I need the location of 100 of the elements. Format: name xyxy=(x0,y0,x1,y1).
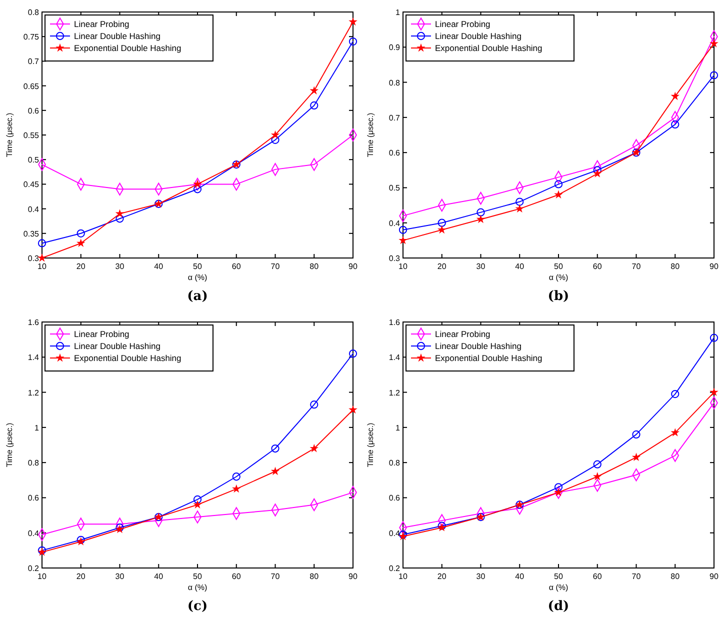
text: (d) xyxy=(548,599,570,614)
point xyxy=(310,400,318,409)
point xyxy=(400,236,406,244)
point xyxy=(672,92,678,100)
x-tick-label: 90 xyxy=(710,262,719,271)
x-tick-label: 20 xyxy=(437,262,447,271)
x-tick-label: 60 xyxy=(232,262,242,271)
x-tick-label: 90 xyxy=(348,572,358,581)
point xyxy=(516,198,524,206)
point xyxy=(78,538,84,545)
x-tick-label: 40 xyxy=(515,262,525,271)
x-tick-label: 60 xyxy=(592,572,602,581)
y-tick-label: 0.5 xyxy=(28,156,40,165)
legend-label: Linear Double Hashing xyxy=(74,31,161,41)
x-tick-label: 50 xyxy=(193,572,202,581)
x-tick-label: 70 xyxy=(270,572,280,581)
legend-label: Linear Probing xyxy=(74,329,130,339)
x-tick-label: 70 xyxy=(632,262,642,271)
x-tick-label: 60 xyxy=(232,572,242,581)
y-tick-label: 0.6 xyxy=(388,148,401,158)
point xyxy=(310,87,318,94)
x-tick-label: 60 xyxy=(592,262,602,271)
x-tick-label: 70 xyxy=(270,262,280,271)
x-tick-label: 50 xyxy=(193,262,202,271)
x-tick-label: 30 xyxy=(476,262,486,271)
x-tick-label: 10 xyxy=(398,262,408,271)
legend-label: Linear Probing xyxy=(435,329,491,339)
point xyxy=(350,406,356,413)
point xyxy=(78,240,84,246)
legend-label: Linear Double Hashing xyxy=(74,341,161,351)
point xyxy=(193,495,202,504)
x-tick-label: 10 xyxy=(38,572,47,581)
point xyxy=(350,18,356,25)
point xyxy=(271,136,280,144)
x-tick-label: 30 xyxy=(115,572,125,581)
legend-label: Exponential Double Hashing xyxy=(435,353,543,363)
y-axis-title: Time (μsec.) xyxy=(366,112,375,158)
x-axis-title: α (%) xyxy=(188,583,208,592)
y-tick-label: 0.4 xyxy=(28,204,40,214)
point xyxy=(271,444,280,453)
legend-label: Linear Probing xyxy=(435,19,491,29)
point xyxy=(116,210,124,217)
x-tick-label: 40 xyxy=(154,262,164,271)
point xyxy=(710,334,718,342)
point xyxy=(310,101,318,110)
point xyxy=(348,37,358,46)
point xyxy=(38,548,46,556)
y-tick-label: 0.8 xyxy=(388,458,401,468)
point xyxy=(476,208,485,216)
point xyxy=(710,388,718,396)
x-tick-label: 80 xyxy=(670,262,680,271)
y-tick-label: 1.6 xyxy=(388,318,401,327)
x-tick-label: 80 xyxy=(310,572,320,581)
y-tick-label: 1.4 xyxy=(388,353,401,362)
point xyxy=(232,472,240,481)
y-tick-label: 0.65 xyxy=(23,82,40,91)
x-tick-label: 90 xyxy=(348,262,358,271)
y-tick-label: 1 xyxy=(396,8,401,17)
point xyxy=(710,40,718,47)
y-axis-title: Time (μsec.) xyxy=(5,422,14,468)
y-tick-label: 0.6 xyxy=(388,494,401,503)
point xyxy=(348,350,358,358)
point xyxy=(555,191,562,198)
y-tick-label: 0.3 xyxy=(388,254,401,263)
y-tick-label: 0.9 xyxy=(388,43,401,52)
point xyxy=(632,430,640,439)
point xyxy=(710,71,718,80)
y-tick-label: 0.4 xyxy=(28,528,40,538)
y-tick-label: 0.2 xyxy=(388,564,401,573)
legend-label: Linear Probing xyxy=(74,19,130,29)
y-tick-label: 0.4 xyxy=(388,528,401,538)
point xyxy=(116,214,124,223)
point xyxy=(194,501,201,508)
y-tick-label: 1.6 xyxy=(28,318,40,327)
point xyxy=(554,180,563,188)
x-tick-label: 30 xyxy=(476,572,486,581)
point xyxy=(632,454,640,460)
y-axis-title: Time (μsec.) xyxy=(366,422,375,468)
legend-label: Linear Double Hashing xyxy=(435,31,522,41)
text: (a) xyxy=(187,289,208,304)
y-tick-label: 0.35 xyxy=(23,229,40,238)
x-tick-label: 20 xyxy=(76,572,86,581)
x-axis-title: α (%) xyxy=(188,273,208,282)
x-tick-label: 50 xyxy=(554,572,564,581)
point xyxy=(438,226,446,233)
point xyxy=(672,429,678,436)
point xyxy=(593,460,602,468)
point xyxy=(594,170,601,177)
y-tick-label: 0.8 xyxy=(28,8,40,17)
x-tick-label: 10 xyxy=(398,572,408,581)
x-tick-label: 50 xyxy=(554,262,564,271)
point xyxy=(593,166,602,174)
point xyxy=(233,485,240,492)
y-tick-label: 0.4 xyxy=(388,218,401,228)
y-tick-label: 1.2 xyxy=(28,388,40,398)
y-tick-label: 0.8 xyxy=(388,78,401,88)
x-tick-label: 10 xyxy=(38,262,47,271)
point xyxy=(193,185,202,194)
y-tick-label: 0.75 xyxy=(23,32,40,42)
y-tick-label: 0.2 xyxy=(28,564,40,573)
